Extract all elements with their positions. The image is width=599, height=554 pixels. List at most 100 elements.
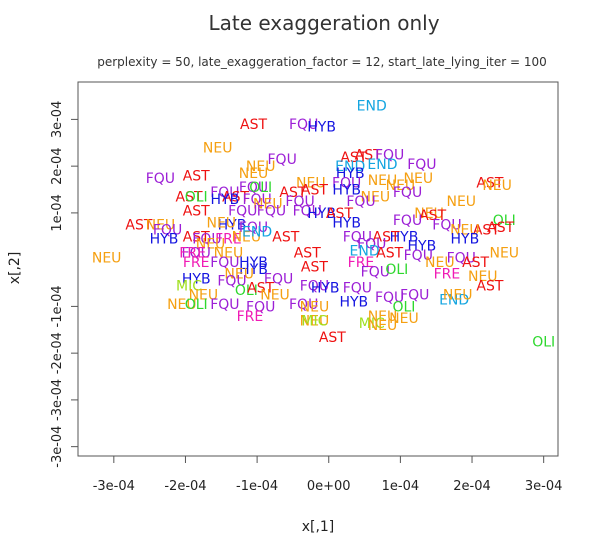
point-label-ast: AST [355, 147, 382, 163]
point-label-neu: NEU [196, 236, 226, 252]
x-tick-label: -1e-04 [236, 479, 278, 494]
y-tick-label: -2e-04 [50, 332, 65, 374]
point-label-end: END [357, 98, 387, 114]
point-label-fqu: FQU [447, 250, 476, 266]
x-tick-label: -2e-04 [164, 479, 206, 494]
point-label-hyb: HYB [390, 229, 419, 245]
point-label-ast: AST [183, 169, 210, 185]
point-label-oli: OLI [392, 299, 415, 315]
point-label-oli: OLI [493, 213, 516, 229]
point-label-fqu: FQU [192, 232, 221, 248]
point-label-ast: AST [476, 278, 503, 294]
point-label-oli: OLI [532, 334, 555, 350]
y-tick-label: -3e-04 [50, 426, 65, 468]
point-label-end: END [335, 159, 365, 175]
point-label-neu: NEU [450, 222, 480, 238]
point-label-ast: AST [462, 255, 489, 271]
point-label-hyb: HYB [332, 183, 361, 199]
point-label-oli: OLI [235, 283, 258, 299]
point-label-fqu: FQU [228, 204, 257, 220]
point-label-oli: OLI [249, 180, 272, 196]
y-tick-label: 2e-04 [50, 147, 65, 185]
point-label-fqu: FQU [375, 290, 404, 306]
point-label-ast: AST [183, 229, 210, 245]
point-label-fqu: FQU [239, 220, 268, 236]
point-label-ast: AST [240, 117, 267, 133]
point-label-fqu: FQU [217, 274, 246, 290]
point-label-fqu: FQU [293, 204, 322, 220]
point-label-ast: AST [476, 176, 503, 192]
point-label-ast: AST [419, 208, 446, 224]
point-label-fre: FRE [434, 267, 461, 283]
point-label-fqu: FQU [153, 222, 182, 238]
point-label-hyb: HYB [307, 206, 336, 222]
point-label-hyb: HYB [211, 192, 240, 208]
point-label-hyb: HYB [408, 239, 437, 255]
point-label-fqu: FQU [404, 248, 433, 264]
point-label-ast: AST [183, 204, 210, 220]
point-label-hyb: HYB [451, 232, 480, 248]
point-label-fqu: FQU [264, 271, 293, 287]
point-label-oli: OLI [185, 297, 208, 313]
point-label-ast: AST [272, 229, 299, 245]
point-label-neu: NEU [361, 190, 391, 206]
point-label-hyb: HYB [336, 166, 365, 182]
point-label-end: END [350, 243, 380, 259]
point-label-ast: AST [294, 246, 321, 262]
point-label-neu: NEU [446, 194, 476, 210]
point-label-fqu: FQU [375, 147, 404, 163]
point-label-fqu: FQU [289, 117, 318, 133]
y-tick-label: -3e-04 [50, 379, 65, 421]
point-label-hyb: HYB [311, 281, 340, 297]
point-label-fre: FRE [179, 246, 206, 262]
point-label-end: END [439, 292, 469, 308]
point-label-ast: AST [222, 190, 249, 206]
point-label-neu: NEU [386, 178, 416, 194]
point-label-neu: NEU [232, 229, 262, 245]
point-label-fqu: FQU [210, 297, 239, 313]
point-label-neu: NEU [167, 297, 197, 313]
point-label-ast: AST [319, 330, 346, 346]
point-label-mic: MIC [301, 313, 327, 329]
point-label-fqu: FQU [407, 157, 436, 173]
point-label-fre: FRE [348, 255, 375, 271]
point-label-neu: NEU [468, 269, 498, 285]
point-label-ast: AST [247, 281, 274, 297]
point-label-neu: NEU [146, 218, 176, 234]
point-label-fqu: FQU [257, 204, 286, 220]
point-label-neu: NEU [260, 288, 290, 304]
point-label-fqu: FQU [210, 255, 239, 271]
point-label-hyb: HYB [218, 218, 247, 234]
point-label-fqu: FQU [400, 288, 429, 304]
point-label-fqu: FQU [182, 246, 211, 262]
point-label-neu: NEU [300, 299, 330, 315]
y-axis-label: x[,2] [7, 252, 23, 285]
point-label-neu: NEU [414, 206, 444, 222]
point-label-mic: MIC [359, 316, 385, 332]
point-label-hyb: HYB [150, 232, 179, 248]
x-tick-label: 2e-04 [453, 479, 491, 494]
point-label-hyb: HYB [307, 119, 336, 135]
point-label-neu: NEU [300, 313, 330, 329]
point-label-ast: AST [487, 220, 514, 236]
point-label-fqu: FQU [357, 236, 386, 252]
point-label-neu: NEU [214, 246, 244, 262]
point-label-neu: NEU [404, 171, 434, 187]
point-label-fqu: FQU [393, 213, 422, 229]
point-label-neu: NEU [443, 288, 473, 304]
point-label-ast: AST [125, 218, 152, 234]
point-label-fqu: FQU [289, 297, 318, 313]
point-label-fqu: FQU [432, 218, 461, 234]
point-label-fre: FRE [183, 255, 210, 271]
point-label-fqu: FQU [268, 152, 297, 168]
point-label-fqu: FQU [239, 180, 268, 196]
point-label-oli: OLI [185, 190, 208, 206]
point-label-ast: AST [373, 229, 400, 245]
chart-title: Late exaggeration only [208, 11, 439, 35]
point-label-hyb: HYB [239, 255, 268, 271]
point-label-neu: NEU [368, 173, 398, 189]
point-label-hyb: HYB [182, 271, 211, 287]
x-axis-label: x[,1] [302, 519, 335, 535]
point-label-fqu: FQU [346, 194, 375, 210]
point-label-neu: NEU [92, 250, 122, 266]
